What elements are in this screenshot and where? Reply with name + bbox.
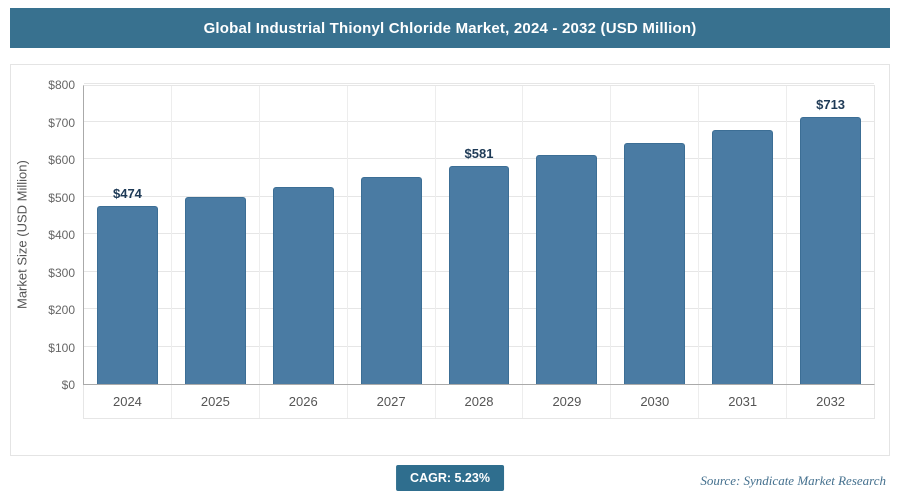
bar-2032 [800, 116, 861, 384]
chart-title-bar: Global Industrial Thionyl Chloride Marke… [10, 8, 890, 48]
plot-row: $0 $100 $200 $300 $400 $500 $600 $700 $800 $474 $… [35, 78, 875, 392]
x-axis-labels: 2024 2025 2026 2027 2028 2029 2030 2031 2032 [83, 385, 875, 419]
x-axis-label-2024: 2024 [84, 385, 172, 418]
bar-2030 [624, 142, 686, 384]
x-axis-label-2028: 2028 [436, 385, 524, 418]
x-axis-label-2030: 2030 [611, 385, 700, 418]
bar-column-2029 [523, 86, 612, 384]
x-axis-label-2031: 2031 [699, 385, 788, 418]
bars-row: $474 $581 $713 [84, 86, 874, 384]
bar-2027 [360, 177, 422, 384]
bar-column-2024: $474 [84, 86, 172, 384]
bar-value-label-2024: $474 [112, 186, 142, 202]
x-axis-label-2032: 2032 [816, 394, 846, 409]
gridline [84, 120, 874, 122]
bar-2029 [536, 154, 598, 384]
y-tick-label: $800 [48, 78, 75, 92]
y-tick-label: $400 [48, 228, 75, 242]
bar-column-2026 [260, 86, 348, 384]
x-axis-label-2027: 2027 [348, 385, 436, 418]
cagr-badge: CAGR: 5.23% [396, 465, 504, 491]
y-tick-label: $100 [48, 340, 75, 355]
y-axis-ticks: $0 $100 $200 $300 $400 $500 $600 $700 $800 [35, 78, 83, 392]
y-tick-label: $0 [61, 378, 75, 392]
x-axis-label-2029: 2029 [523, 385, 612, 418]
gridline [84, 83, 874, 84]
bar-column-2032: $713 [787, 86, 874, 384]
bar-column-2031 [699, 86, 788, 384]
gridline [84, 158, 874, 159]
x-axis-label-2025: 2025 [172, 385, 260, 418]
y-axis-title: Market Size (USD Million) [14, 160, 30, 310]
bar-column-2028: $581 [436, 86, 524, 384]
chart-footer: CAGR: 5.23% Source: Syndicate Market Res… [10, 462, 890, 496]
chart-title: Global Industrial Thionyl Chloride Marke… [203, 19, 697, 37]
bar-value-label-2028: $581 [464, 146, 494, 162]
bar-column-2030 [611, 86, 700, 384]
chart-inner: $0 $100 $200 $300 $400 $500 $600 $700 $800 $474 $… [35, 78, 875, 419]
y-tick-label: $700 [48, 115, 75, 130]
plot-area: $474 $581 $713 [83, 83, 875, 385]
x-axis-label-2026: 2026 [260, 385, 348, 418]
bar-2026 [272, 187, 334, 384]
bar-value-label-2032: $713 [816, 96, 846, 112]
y-tick-label: $600 [48, 153, 75, 167]
y-tick-label: $500 [48, 190, 75, 205]
bar-2025 [184, 196, 246, 384]
bar-column-2025 [172, 86, 260, 384]
y-tick-label: $300 [48, 265, 75, 280]
bar-2031 [712, 130, 774, 384]
bar-2024 [97, 206, 158, 384]
bar-2028 [448, 166, 510, 384]
y-tick-label: $200 [48, 303, 75, 317]
source-text: Source: Syndicate Market Research [700, 473, 886, 488]
bar-column-2027 [348, 86, 436, 384]
chart-frame: Market Size (USD Million) $0 $100 $200 $300… [10, 64, 890, 456]
